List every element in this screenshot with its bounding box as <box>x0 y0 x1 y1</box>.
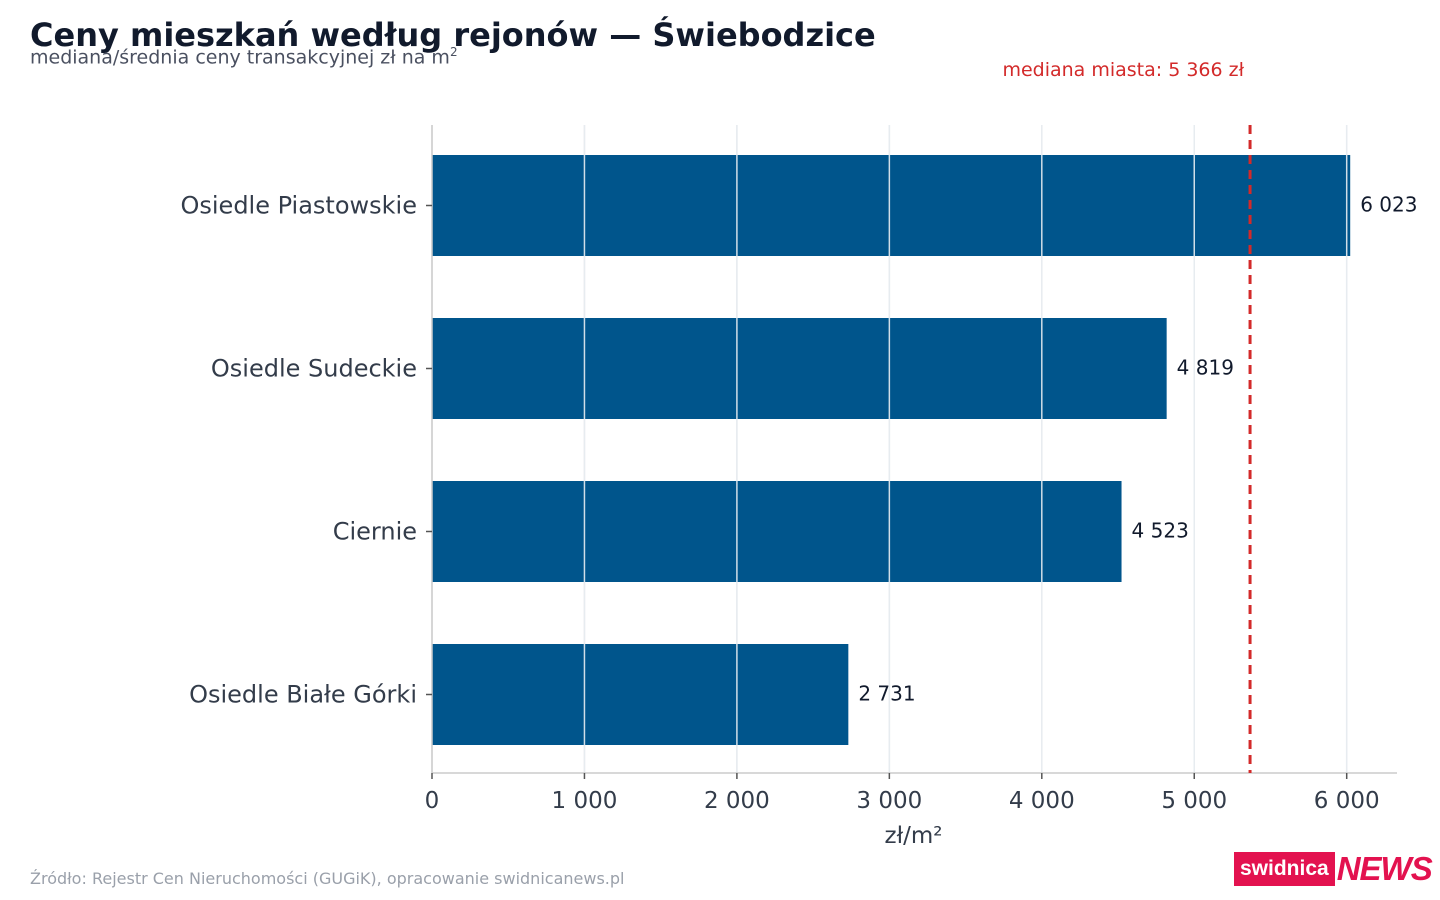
value-label-2: 4 523 <box>1132 519 1189 543</box>
chart-subtitle: mediana/średnia ceny transakcyjnej zł na… <box>30 45 458 68</box>
x-tick-label-6: 6 000 <box>1314 788 1380 814</box>
chart-title: Ceny mieszkań według rejonów — Świebodzi… <box>30 16 876 54</box>
bar-3 <box>432 644 849 745</box>
bar-1 <box>432 318 1167 419</box>
brand-logo-right: NEWS <box>1336 850 1433 887</box>
x-tick-label-3: 3 000 <box>856 788 922 814</box>
category-label-2: Ciernie <box>333 518 417 546</box>
x-tick-label-2: 2 000 <box>704 788 770 814</box>
brand-logo-left: swidnica <box>1234 852 1335 886</box>
x-tick-label-1: 1 000 <box>552 788 618 814</box>
x-tick-label-4: 4 000 <box>1009 788 1075 814</box>
bar-2 <box>432 481 1122 582</box>
bar-0 <box>432 155 1351 256</box>
median-label: mediana miasta: 5 366 zł <box>1002 59 1244 81</box>
subtitle-superscript: 2 <box>449 45 458 59</box>
x-axis-title: zł/m² <box>885 823 943 849</box>
x-tick-label-5: 5 000 <box>1161 788 1227 814</box>
category-label-3: Osiedle Białe Górki <box>189 681 417 709</box>
value-label-1: 4 819 <box>1177 356 1234 380</box>
category-label-1: Osiedle Sudeckie <box>211 355 417 383</box>
x-tick-label-0: 0 <box>425 788 440 814</box>
brand-logo: swidnica NEWS <box>1234 850 1433 887</box>
category-label-0: Osiedle Piastowskie <box>180 192 417 220</box>
value-label-0: 6 023 <box>1360 193 1417 217</box>
subtitle-text: mediana/średnia ceny transakcyjnej zł na… <box>30 46 450 69</box>
value-label-3: 2 731 <box>858 682 915 706</box>
source-note: Źródło: Rejestr Cen Nieruchomości (GUGiK… <box>30 869 625 888</box>
